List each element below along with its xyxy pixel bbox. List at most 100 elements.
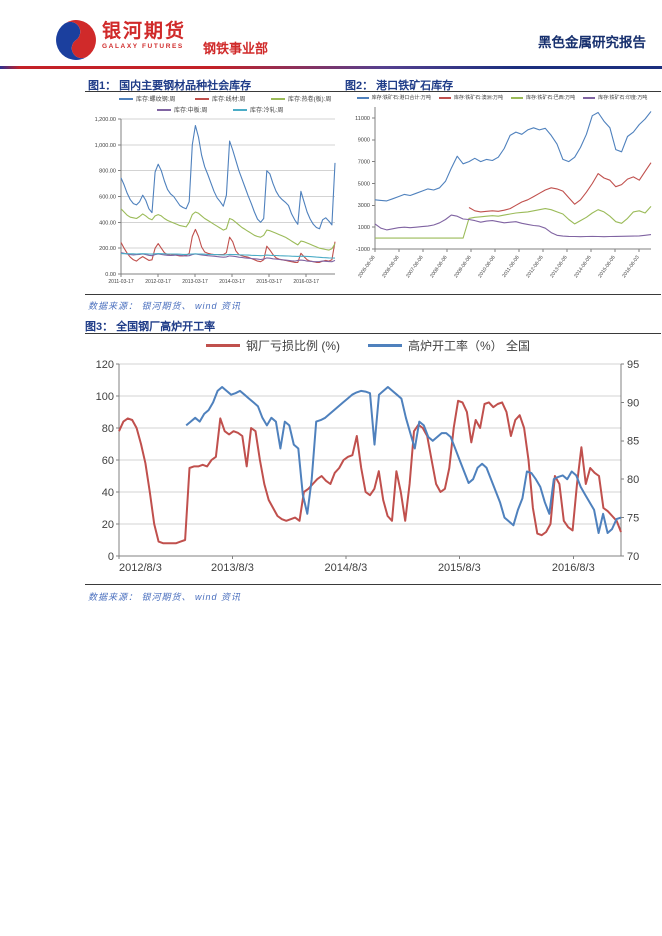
svg-text:2014-06-05: 2014-06-05: [573, 255, 593, 280]
series-line: [118, 399, 622, 545]
svg-text:800.00: 800.00: [99, 169, 116, 175]
svg-text:2010-06-06: 2010-06-06: [477, 255, 497, 280]
svg-text:80: 80: [627, 474, 639, 486]
legend-label: 库存:螺纹钢:周: [136, 97, 176, 103]
legend-item: 库存:铁矿石:港口合计:万吨: [356, 94, 431, 101]
legend-label: 库存:铁矿石:澳洲:万吨: [453, 95, 503, 101]
series-line: [185, 386, 622, 534]
legend-item: 库存:热卷(板):周: [271, 94, 347, 103]
legend-item: 库存:铁矿石:印度:万吨: [583, 94, 647, 101]
legend-label: 库存:线材:周: [212, 97, 246, 103]
legend-swatch: [157, 108, 171, 111]
blast-furnace-operating-rate-legend: 钢厂亏损比例 (%) 高炉开工率（%） 全国: [75, 337, 661, 354]
legend-swatch: [511, 96, 523, 99]
series-line: [120, 252, 336, 263]
svg-text:0.00: 0.00: [105, 272, 116, 278]
svg-text:3000: 3000: [358, 203, 370, 209]
svg-text:7000: 7000: [358, 160, 370, 166]
svg-text:2012-06-05: 2012-06-05: [525, 255, 545, 280]
legend-swatch: [205, 344, 240, 347]
legend-swatch: [356, 96, 369, 99]
logo-subtitle: GALAXY FUTURES: [102, 43, 184, 50]
svg-text:2013-06-05: 2013-06-05: [549, 255, 569, 280]
iron-ore-port-inventory-plot: 11000 9000 7000 5000 3000 1000 -1000 2005-06-06…: [355, 107, 652, 280]
svg-text:2007-06-06: 2007-06-06: [405, 255, 425, 280]
svg-text:100: 100: [96, 391, 114, 403]
iron-ore-port-inventory-legend: 库存:铁矿石:港口合计:万吨 库存:铁矿石:澳洲:万吨 库存:铁矿石:巴西:万吨 库存…: [345, 94, 659, 101]
legend-label: 库存:中板:周: [174, 108, 208, 114]
legend-item: 库存:线材:周: [195, 94, 271, 103]
svg-text:5000: 5000: [358, 181, 370, 187]
svg-text:40: 40: [102, 487, 114, 499]
chart-blast-furnace-operating-rate: 钢厂亏损比例 (%) 高炉开工率（%） 全国 120 100 80 60 40 20 0 95 90…: [75, 337, 661, 585]
legend-item: 高炉开工率（%） 全国: [367, 337, 530, 354]
legend-label: 库存:铁矿石:印度:万吨: [598, 95, 648, 101]
svg-text:70: 70: [627, 551, 639, 563]
svg-text:2006-06-06: 2006-06-06: [381, 255, 401, 280]
series-line: [120, 253, 336, 259]
svg-text:0: 0: [108, 551, 114, 563]
svg-text:11000: 11000: [355, 116, 370, 122]
series-line: [374, 214, 652, 238]
logo-text-block: 银河期货 GALAXY FUTURES: [102, 22, 186, 51]
legend-label: 库存:热卷(板):周: [288, 97, 332, 103]
data-source-note-2: 数据来源： 银河期货、 wind 资讯: [88, 592, 242, 602]
legend-item: 库存:铁矿石:巴西:万吨: [511, 94, 575, 101]
svg-text:2015-06-05: 2015-06-05: [597, 255, 617, 280]
header-divider: [0, 66, 662, 69]
legend-swatch: [119, 97, 133, 100]
legend-item: 库存:螺纹钢:周: [119, 94, 195, 103]
figure1-caption: 图1： 国内主要钢材品种社会库存: [88, 80, 252, 92]
svg-text:200.00: 200.00: [99, 246, 116, 252]
svg-text:2013/8/3: 2013/8/3: [211, 562, 254, 574]
series-line: [375, 206, 652, 239]
svg-text:20: 20: [102, 519, 114, 531]
legend-item: 库存:铁矿石:澳洲:万吨: [438, 94, 503, 101]
caption-underline: [85, 91, 661, 92]
legend-swatch: [271, 97, 285, 100]
series-line: [468, 162, 652, 213]
svg-text:2011-03-17: 2011-03-17: [108, 279, 133, 285]
legend-label: 高炉开工率（%） 全国: [407, 339, 530, 353]
legend-item: 库存:冷轧:周: [233, 105, 309, 114]
legend-label: 库存:铁矿石:巴西:万吨: [526, 95, 576, 101]
svg-text:2012/8/3: 2012/8/3: [119, 562, 162, 574]
svg-text:1,200.00: 1,200.00: [95, 117, 116, 123]
svg-text:75: 75: [627, 512, 639, 524]
chart-iron-ore-port-inventory: 库存:铁矿石:港口合计:万吨 库存:铁矿石:澳洲:万吨 库存:铁矿石:巴西:万吨 库存…: [345, 94, 659, 298]
svg-text:2014/8/3: 2014/8/3: [324, 562, 367, 574]
svg-text:9000: 9000: [358, 138, 370, 144]
series-line: [374, 111, 652, 202]
department-label: 钢铁事业部: [203, 41, 269, 56]
chart-steel-social-inventory: 库存:螺纹钢:周 库存:线材:周 库存:热卷(板):周库存:中板:周 库存:冷轧:周 1…: [85, 94, 343, 293]
legend-swatch: [195, 97, 209, 100]
svg-text:2009-06-06: 2009-06-06: [453, 255, 473, 280]
svg-text:1000: 1000: [358, 225, 370, 231]
legend-item: 库存:中板:周: [157, 105, 233, 114]
section-divider: [85, 294, 661, 295]
series-line: [120, 228, 336, 263]
svg-text:1,000.00: 1,000.00: [95, 143, 116, 149]
section-divider-bottom: [85, 584, 661, 585]
caption-underline-fig3: [85, 333, 661, 334]
svg-text:60: 60: [102, 455, 114, 467]
svg-text:90: 90: [627, 397, 639, 409]
svg-text:600.00: 600.00: [99, 194, 116, 200]
svg-text:2008-06-06: 2008-06-06: [429, 255, 449, 280]
galaxy-futures-logo-icon: [56, 20, 96, 60]
figure3-caption: 图3： 全国钢厂高炉开工率: [85, 321, 216, 333]
svg-text:2013-03-17: 2013-03-17: [182, 279, 208, 285]
svg-text:2011-06-06: 2011-06-06: [501, 255, 520, 279]
data-source-note: 数据来源： 银河期货、 wind 资讯: [88, 301, 242, 311]
legend-swatch: [367, 344, 402, 347]
svg-text:80: 80: [102, 423, 114, 435]
legend-swatch: [583, 96, 596, 99]
svg-text:2016-06-03: 2016-06-03: [621, 255, 641, 280]
series-line: [120, 124, 336, 230]
legend-swatch: [438, 96, 451, 99]
figure2-caption: 图2： 港口铁矿石库存: [345, 80, 454, 92]
steel-social-inventory-plot: 1,200.00 1,000.00 800.00 600.00 400.00 200.00…: [95, 117, 336, 285]
legend-label: 钢厂亏损比例 (%): [245, 339, 340, 353]
legend-label: 库存:冷轧:周: [250, 108, 284, 114]
